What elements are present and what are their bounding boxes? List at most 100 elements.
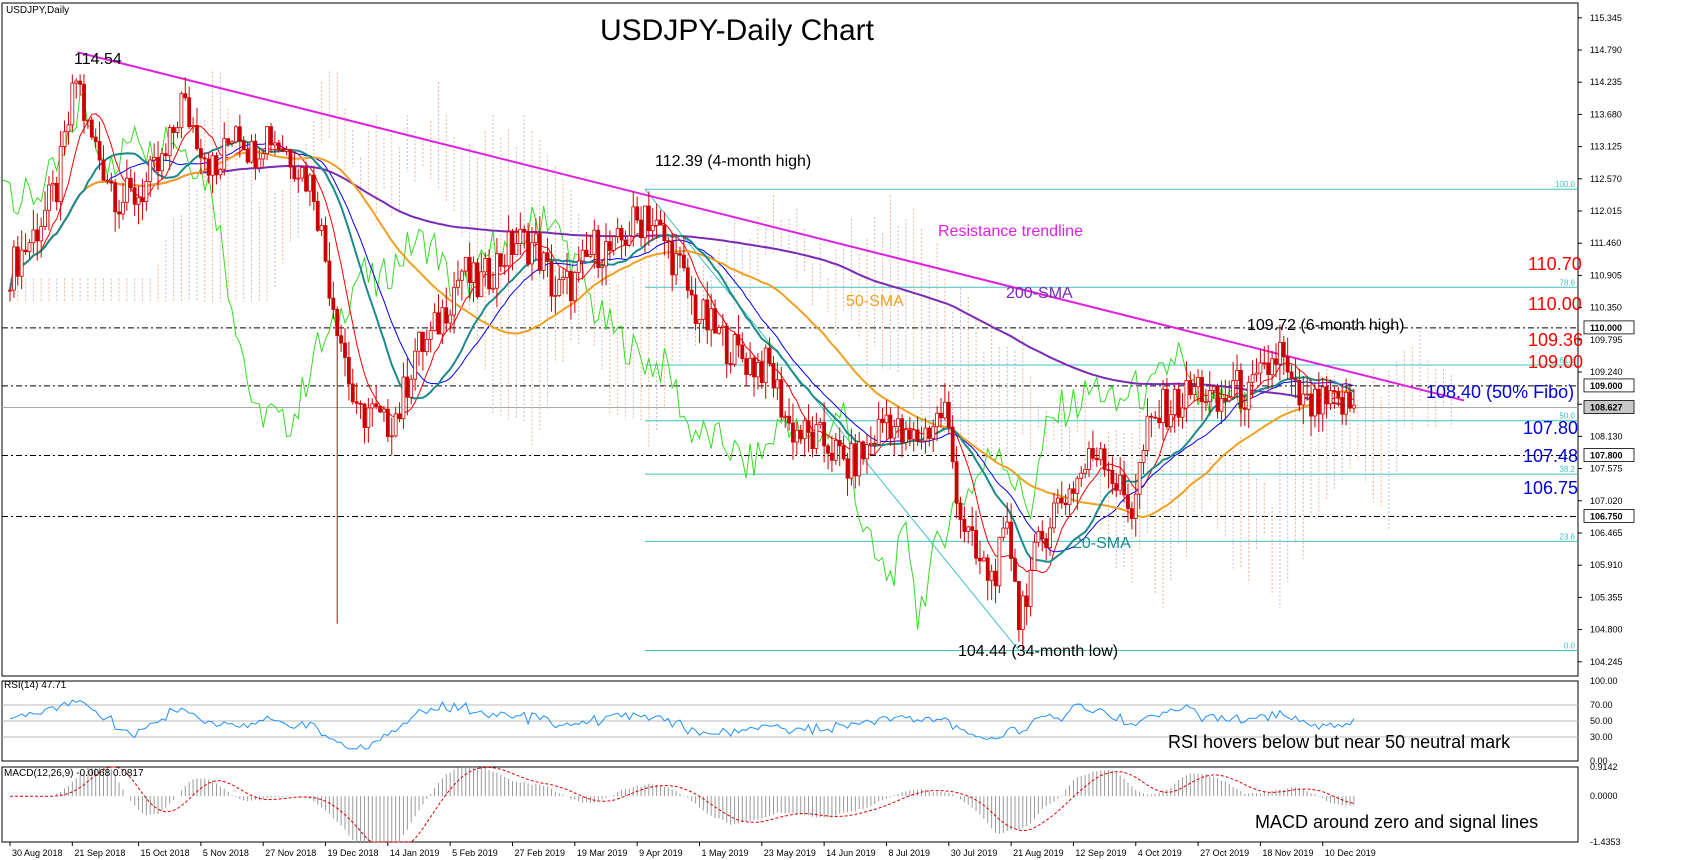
candle-body [1289, 371, 1294, 380]
candle-body [1106, 469, 1111, 471]
candle-body [510, 231, 515, 255]
price-box-label: 106.750 [1590, 511, 1623, 521]
price-box [1583, 378, 1635, 393]
candle-body [335, 308, 340, 337]
time-tick-label: 5 Nov 2018 [203, 848, 249, 858]
candle-body [596, 229, 601, 268]
candle-body [1188, 380, 1193, 396]
candle-body [417, 331, 421, 352]
price-tick-label: 109.795 [1590, 335, 1623, 345]
candle-body [413, 350, 418, 380]
candle-body [1032, 541, 1037, 571]
candle-body [1320, 386, 1325, 415]
candle-body [1126, 494, 1130, 510]
price-tick-label: 112.015 [1590, 206, 1622, 216]
candle-body [643, 205, 647, 239]
candle-body [740, 344, 745, 360]
candle-body [748, 357, 753, 375]
rsi-tick-label: 70.00 [1590, 700, 1613, 710]
candle-body [974, 530, 978, 559]
candle-body [23, 249, 28, 253]
candle-body [121, 201, 125, 215]
annotation-20-sma: 20-SMA [1073, 535, 1131, 552]
candle-body [230, 141, 234, 144]
candle-body [907, 429, 912, 440]
candle-body [798, 429, 803, 440]
candle-body [931, 426, 936, 439]
price-box-label: 109.000 [1590, 381, 1623, 391]
candle-body [198, 148, 203, 159]
candle-body [845, 458, 850, 479]
candle-body [1087, 448, 1091, 470]
candle-body [1001, 527, 1006, 538]
price-tick-label: 114.235 [1590, 77, 1622, 87]
candle-body [498, 253, 503, 267]
candle-body [156, 157, 160, 172]
price-box-label: 107.800 [1590, 451, 1623, 461]
candle-body [444, 307, 449, 324]
candle-body [791, 422, 795, 443]
time-tick-label: 4 Oct 2019 [1138, 848, 1182, 858]
candle-body [962, 519, 967, 532]
candle-body [674, 253, 679, 276]
candle-body [822, 422, 827, 447]
candle-body [787, 415, 791, 424]
price-tick-label: 107.575 [1590, 464, 1623, 474]
candle-body [1211, 386, 1216, 391]
candle-body [627, 235, 632, 246]
candle-body [124, 177, 129, 203]
candle-body [935, 412, 939, 428]
candle-body [1277, 341, 1282, 365]
candle-body [841, 445, 846, 460]
candle-body [1122, 474, 1126, 496]
panel-frame [1, 766, 1579, 843]
candle-body [818, 422, 823, 426]
candle-body [584, 249, 589, 257]
candle-body [378, 406, 382, 413]
candle-body [1180, 407, 1185, 418]
macd-label: MACD(12,26,9) -0.0068 0.0817 [4, 768, 144, 779]
candle-body [1352, 404, 1356, 409]
time-tick-label: 9 Apr 2019 [639, 848, 683, 858]
candle-body [876, 418, 881, 445]
candle-body [491, 287, 495, 290]
candle-body [195, 125, 199, 150]
candle-body [1024, 595, 1029, 608]
macd-tick-label: -1.4353 [1590, 837, 1621, 847]
fib-label: 0.0 [1564, 641, 1576, 650]
rsi-line [9, 699, 1355, 750]
candle-body [179, 93, 184, 129]
price-tick-label: 106.465 [1590, 528, 1623, 538]
candle-body [607, 241, 612, 251]
candle-body [202, 157, 207, 160]
candle-body [732, 334, 737, 365]
candle-body [1149, 415, 1154, 418]
candle-body [1005, 521, 1010, 529]
candle-body [1344, 391, 1349, 415]
candle-body [802, 420, 807, 440]
candle-body [456, 279, 460, 288]
candle-body [978, 557, 982, 562]
candle-body [1297, 379, 1302, 406]
candle-body [43, 209, 47, 227]
candle-body [939, 412, 943, 419]
candle-body [911, 429, 916, 440]
candle-body [724, 325, 729, 365]
candle-body [526, 231, 530, 265]
time-tick-label: 15 Oct 2018 [141, 848, 190, 858]
tenkan-line [9, 113, 1355, 574]
candle-body [276, 142, 281, 150]
candle-body [35, 229, 40, 242]
candle-body [393, 413, 398, 437]
time-tick-label: 27 Oct 2019 [1200, 848, 1249, 858]
candle-body [1235, 369, 1239, 381]
price-box-label: 110.000 [1590, 323, 1622, 333]
candle-body [1200, 377, 1204, 403]
fib-diagonal [644, 188, 1020, 651]
macd-signal-line [10, 766, 1355, 843]
ichimoku-cloud [9, 71, 1452, 608]
candle-body [1118, 474, 1123, 491]
candle-body [1161, 388, 1165, 424]
candle-body [350, 383, 355, 403]
level-110-00: 110.00 [1528, 294, 1582, 314]
